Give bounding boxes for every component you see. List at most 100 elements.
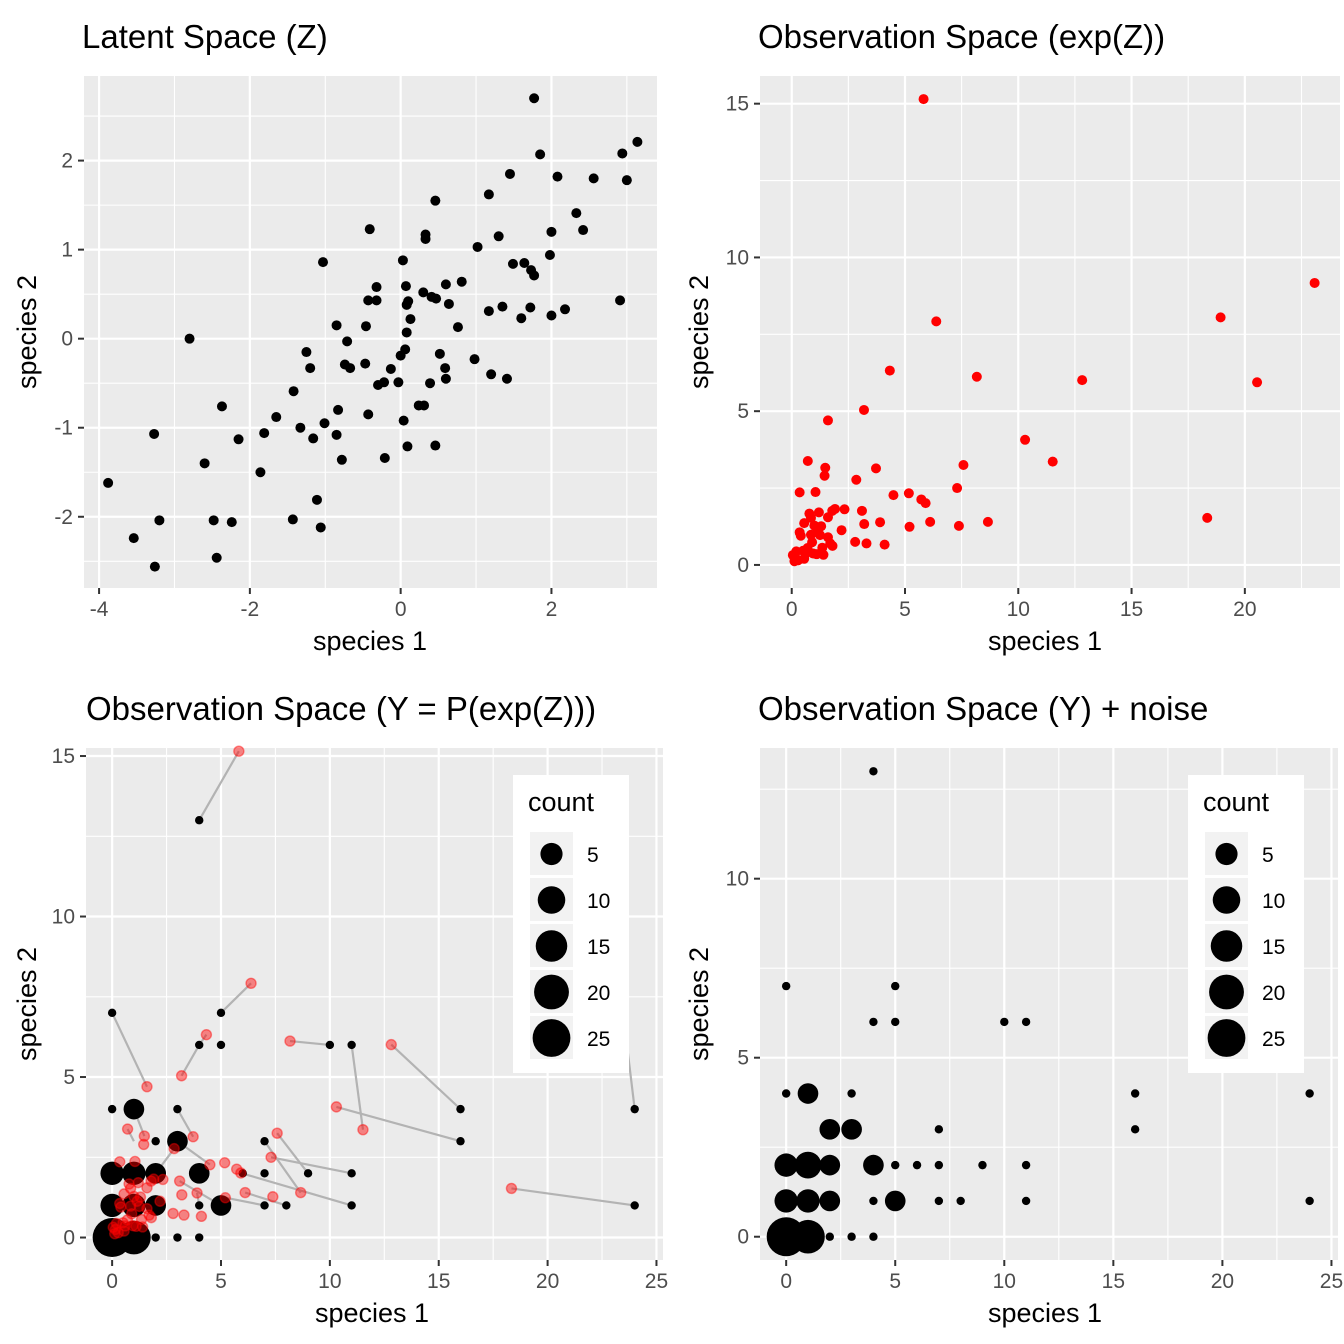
count-point <box>238 1169 247 1178</box>
x-tick-label: 15 <box>1102 1270 1125 1293</box>
count-point <box>819 1154 841 1176</box>
data-point <box>501 373 512 384</box>
data-point <box>259 428 270 439</box>
x-tick-label: 0 <box>106 1270 118 1293</box>
count-point <box>195 816 204 825</box>
count-point <box>260 1169 269 1178</box>
data-point <box>255 467 266 478</box>
data-point <box>850 536 861 547</box>
data-point <box>271 1127 283 1139</box>
data-point <box>168 1142 180 1155</box>
data-point <box>571 208 582 219</box>
count-point <box>122 1161 146 1186</box>
data-point <box>861 538 872 549</box>
count-point <box>774 1189 798 1213</box>
x-tick-label: 5 <box>899 598 911 621</box>
data-point <box>208 515 219 526</box>
data-point <box>822 532 833 543</box>
count-point <box>1000 1017 1009 1027</box>
data-point <box>187 1131 199 1143</box>
data-point <box>1252 377 1263 388</box>
link-segment <box>244 1191 287 1207</box>
data-point <box>121 1214 134 1226</box>
data-point <box>109 1227 121 1240</box>
data-point <box>226 517 237 528</box>
data-point <box>233 745 245 757</box>
y-tick-label: 2 <box>61 150 73 173</box>
data-point <box>802 455 813 466</box>
data-point <box>141 1080 153 1093</box>
count-point <box>117 1220 151 1255</box>
count-point <box>195 1040 204 1050</box>
count-point <box>934 1125 944 1134</box>
data-point <box>420 233 431 244</box>
data-point <box>216 401 227 412</box>
data-point <box>287 514 298 525</box>
data-point <box>342 336 353 347</box>
data-point <box>875 517 886 528</box>
data-point <box>430 440 441 451</box>
data-point <box>211 552 222 563</box>
count-point <box>282 1201 291 1210</box>
data-point <box>118 1225 130 1237</box>
count-point <box>173 1104 182 1114</box>
count-point <box>195 1201 204 1210</box>
count-point <box>456 1137 465 1146</box>
data-point <box>218 1157 231 1169</box>
data-point <box>136 1221 149 1233</box>
link-segment <box>220 982 252 1014</box>
data-point <box>799 553 810 564</box>
data-point <box>405 314 416 325</box>
count-point <box>630 1201 639 1210</box>
y-axis-title: species 2 <box>12 947 42 1061</box>
data-point <box>839 504 850 515</box>
data-point <box>519 257 530 268</box>
data-point <box>1077 375 1088 386</box>
data-point <box>819 470 830 481</box>
x-tick-label: 10 <box>1007 598 1030 621</box>
data-point <box>393 377 404 388</box>
count-point <box>1305 1089 1314 1098</box>
x-tick-label: 15 <box>1120 598 1143 621</box>
data-point <box>546 310 557 321</box>
legend-title: count <box>528 787 595 817</box>
data-point <box>114 1197 126 1210</box>
count-point <box>216 1040 226 1050</box>
x-tick-label: 20 <box>1233 598 1256 621</box>
count-point <box>781 981 791 991</box>
data-point <box>137 1138 150 1151</box>
data-point <box>336 454 347 465</box>
data-point <box>145 1211 158 1224</box>
legend-label: 10 <box>587 890 610 913</box>
y-tick-label: 15 <box>52 745 75 768</box>
data-point <box>117 1217 129 1229</box>
data-point <box>516 313 527 324</box>
data-point <box>858 404 869 415</box>
x-axis-title: species 1 <box>313 626 427 656</box>
count-point <box>325 1040 335 1050</box>
plot-area: 0 5 10 15 20 0 5 10 15 <box>726 76 1340 621</box>
count-point <box>934 1160 944 1170</box>
data-point <box>360 321 371 332</box>
count-point <box>188 1163 210 1184</box>
data-point <box>154 515 165 526</box>
count-point <box>100 1193 124 1218</box>
link-segment <box>198 750 240 821</box>
count-point <box>774 1153 798 1177</box>
data-point <box>931 316 942 327</box>
data-point <box>371 295 382 306</box>
legend-symbol <box>534 974 569 1010</box>
count-point <box>1021 1017 1031 1027</box>
data-point <box>456 276 467 287</box>
data-point <box>145 1175 157 1187</box>
legend-label: 20 <box>1262 982 1285 1005</box>
data-point <box>400 281 411 292</box>
y-tick-label: -2 <box>54 506 73 529</box>
x-tick-label: 5 <box>215 1270 227 1293</box>
data-point <box>148 1173 160 1185</box>
y-tick-label: 5 <box>63 1066 75 1089</box>
count-point <box>122 1193 146 1218</box>
count-point <box>151 1233 160 1242</box>
data-point <box>805 512 816 523</box>
x-tick-label: 2 <box>546 598 558 621</box>
